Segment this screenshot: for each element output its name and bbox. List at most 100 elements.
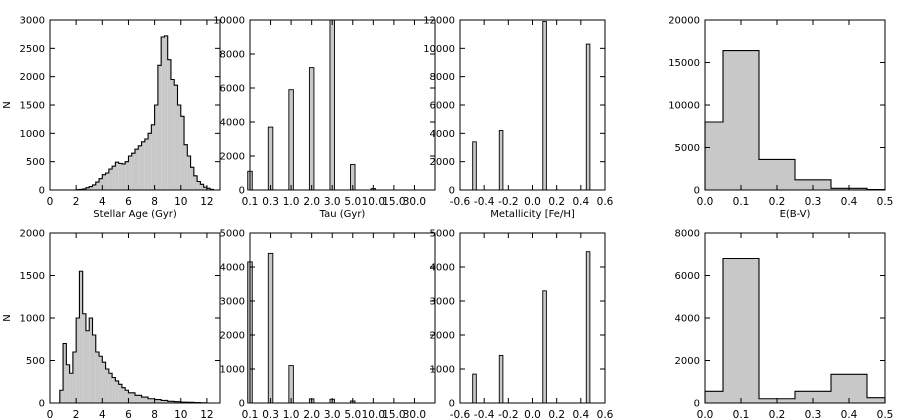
x-tick-label: 0.1 [242,196,259,208]
histogram-bar [85,187,90,190]
histogram-bar [141,141,145,190]
y-axis: 0 1000 2000 3000 4000 5000 [430,229,605,410]
panel-6: -0.6 -0.4 -0.2 0.0 0.2 0.4 0.6 0 1000 2000 3000 400… [430,229,614,420]
histogram-bar [131,153,135,190]
x-tick-label: 6 [125,409,132,420]
plot-frame [459,232,606,404]
x-axis: -0.6 -0.4 -0.2 0.0 0.2 0.4 0.6 [450,20,614,208]
x-tick-label: 0.4 [841,409,858,420]
panel-3: 0.0 0.1 0.2 0.3 0.4 0.5 0 5000 10000 15000 20000 E(… [668,16,893,221]
histogram-bar [154,399,162,403]
histogram-bar [82,188,86,190]
histogram-bar [92,184,96,190]
x-tick-label: 10 [174,196,187,208]
bars [247,252,356,404]
histogram-bar [167,401,175,403]
histogram-bar [135,395,142,403]
histogram-bar [148,398,155,403]
histogram-bar [121,387,126,403]
x-tick-label: -0.4 [474,409,495,420]
x-tick-label: 0.1 [733,196,750,208]
bar [542,290,547,404]
panel-1: 0.1 0.3 1.0 2.0 3.0 5.0 10.015.030.0 0 2000 4000 6… [213,16,436,220]
panel-4: 0246810120500100015002000Stellar Age (Gy… [2,229,221,420]
histogram-bar [89,186,93,190]
y-tick-label: 1000 [430,365,455,376]
x-tick-label: 0.0 [524,196,541,208]
histogram-bar [79,271,83,403]
histogram-bar [151,124,155,190]
y-tick-label: 1000 [220,365,245,376]
x-tick-label: 5.0 [344,196,361,208]
y-axis: 0 2000 4000 6000 8000 10000 [213,16,435,197]
x-axis: 0.1 0.3 1.0 2.0 3.0 5.0 10.015.030.0 [242,20,436,208]
panel-7: 0.00.10.20.30.40.502000400060008000E(B-V… [675,229,894,420]
histogram-bar [144,139,149,190]
x-tick-label: 4 [99,409,106,420]
histogram-bar [105,369,109,403]
y-tick-label: 8000 [220,50,245,61]
x-tick-label: 2 [73,409,80,420]
histogram-bar [118,384,122,403]
y-tick-label: 2000 [20,229,45,240]
histogram-bar [161,37,165,190]
bars [472,20,591,191]
histogram-bar [66,364,70,403]
x-axis-label: Stellar Age (Gyr) [93,209,177,220]
y-tick-label: 2000 [430,331,455,342]
y-tick-label: 2000 [220,152,245,163]
histogram-bar [115,162,119,190]
histogram-bar [141,397,149,403]
x-axis-label: Tau (Gyr) [319,209,366,220]
x-tick-label: 0.1 [242,409,259,420]
bars [59,270,208,404]
histogram-bar [92,335,96,403]
bar [267,126,274,191]
histogram-bar [705,391,723,403]
x-tick-label: 2.0 [303,409,320,420]
y-axis: 0 500 1000 1500 2000 [20,229,220,410]
x-axis: 0.0 0.1 0.2 0.3 0.4 0.5 [697,233,893,420]
histogram-bar [148,133,152,190]
x-tick-label: 10 [174,409,187,420]
y-tick-label: 1500 [20,101,45,112]
x-tick-label: -0.6 [450,196,471,208]
histogram-bar [59,390,64,403]
y-tick-label: 500 [26,157,45,168]
x-tick-label: 0.2 [769,196,786,208]
y-axis: 0 1000 2000 3000 4000 5000 [220,229,435,410]
x-tick-label: 0.6 [597,196,614,208]
histogram-bar [95,182,100,190]
histogram-bar [69,373,73,403]
y-tick-label: 10000 [668,101,700,112]
histogram-bar [154,105,158,190]
y-tick-label: 8000 [430,72,455,83]
x-tick-label: 0.4 [572,196,589,208]
x-tick-label: 4 [99,196,106,208]
histogram-bar [203,187,207,190]
x-tick-label: -0.4 [474,196,495,208]
y-tick-label: 20000 [668,16,700,27]
histogram-bar [108,373,113,403]
x-tick-label: -0.2 [498,409,519,420]
histogram-bar [102,174,106,190]
bar [498,354,504,404]
histogram-bar [723,258,759,403]
x-tick-label: 5.0 [344,409,361,420]
y-tick-label: 3000 [220,297,245,308]
y-tick-label: 2500 [20,44,45,55]
histogram-bar [164,35,168,190]
histogram-bar [63,343,67,403]
bar [542,20,547,191]
histogram-bar [795,391,831,403]
histogram-bar [82,313,86,403]
x-axis-label: Metallicity [Fe/H] [490,209,575,220]
x-tick-label: 0.2 [548,196,565,208]
x-tick-label: 0.1 [733,409,750,420]
y-axis-label: N [2,314,13,321]
histogram-bar [115,380,119,403]
y-tick-label: 3000 [20,16,45,27]
histogram-bar [177,105,181,190]
y-axis: 0 2000 4000 6000 8000 10000 12000 [423,16,605,197]
histogram-outline [59,270,208,404]
